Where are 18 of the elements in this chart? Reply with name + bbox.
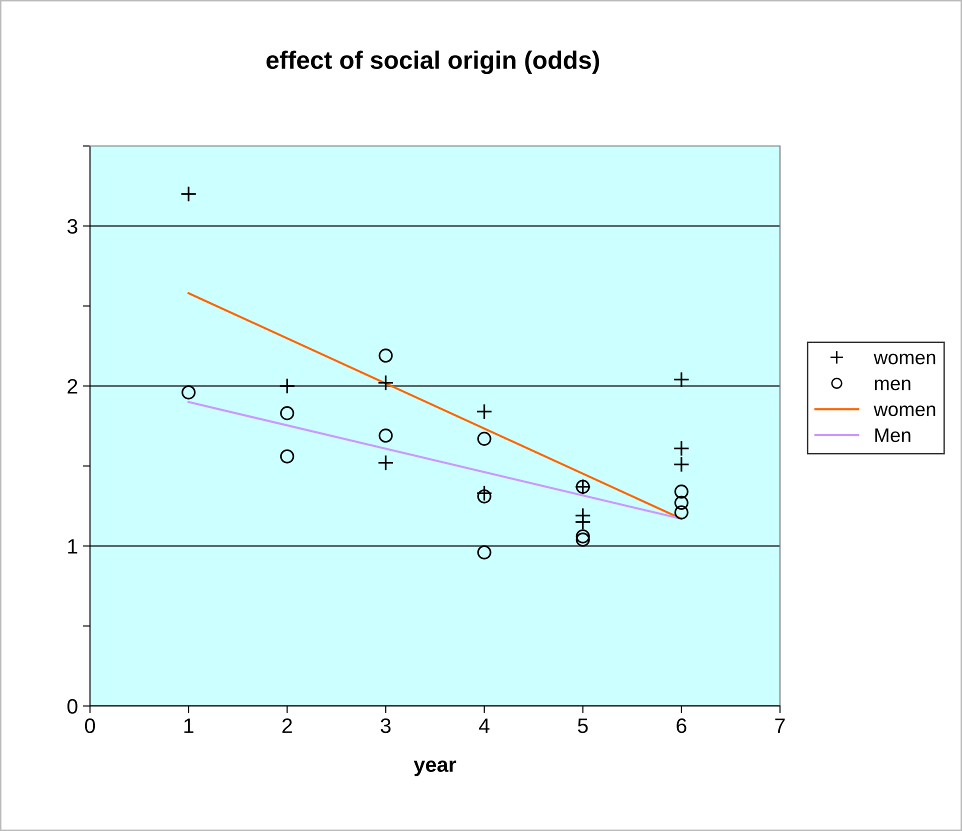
x-tick-label: 2 [282,718,292,733]
legend-label: Men [875,428,910,442]
x-tick-label: 5 [578,718,588,734]
x-tick-label: 0 [85,718,95,734]
x-axis-title: year [414,760,456,776]
legend-label: women [874,406,936,416]
y-tick-label: 1 [68,539,78,554]
x-tick-label: 1 [184,718,194,733]
y-tick-label: 3 [67,219,78,234]
legend-label: women [874,354,936,364]
x-tick-label: 6 [676,718,686,734]
x-tick-label: 3 [380,718,391,734]
x-tick-label: 7 [775,718,785,733]
y-tick-label: 0 [67,699,78,714]
x-tick-label: 4 [478,718,490,733]
legend-label: men [875,380,910,390]
y-tick-label: 2 [68,379,78,394]
chart-title: effect of social origin (odds) [266,50,600,74]
